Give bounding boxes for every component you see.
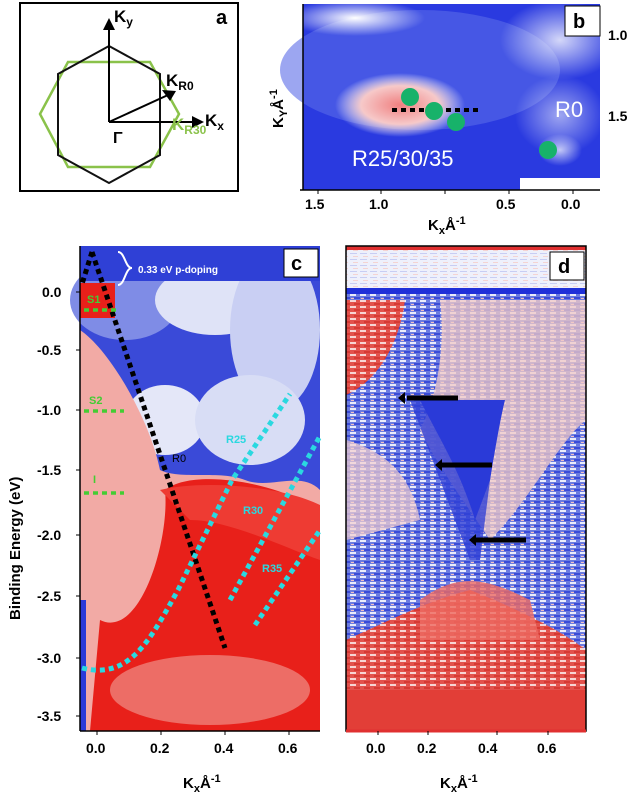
r35-label: R35 (262, 563, 282, 575)
x-tick-label: 0.0 (366, 740, 386, 756)
kx-arrowhead (192, 116, 204, 128)
y-tick-label: -3.5 (37, 708, 61, 724)
x-tick-label: 1.0 (369, 196, 389, 212)
r25-dispersion-line (81, 392, 293, 673)
panel-b-x-ticks: 1.5 1.0 0.5 0.0 (305, 190, 581, 212)
s1-label: S1 (87, 294, 100, 306)
x-tick-label: 0.6 (278, 740, 298, 756)
r0-region-label: R0 (555, 97, 583, 122)
x-tick-label: 0.2 (150, 740, 170, 756)
y-tick-label: -0.5 (37, 342, 61, 358)
green-dot (539, 141, 557, 159)
y-tick-label: -1.5 (37, 462, 61, 478)
panel-b-letter: b (573, 11, 585, 33)
panel-d: d 0.0 0.2 0.4 0.6 KxÅ-1 (345, 245, 587, 795)
panel-a-letter: a (216, 7, 228, 29)
y-tick-label: -3.0 (37, 650, 61, 666)
panel-b-y-ticks: 1.0 1.5 (608, 27, 628, 124)
panel-c: 0.33 eV p-doping S1 S2 I R0 R25 R30 R35 … (7, 246, 323, 795)
r0-hexagon (57, 44, 161, 185)
panel-c-x-ticks: 0.0 0.2 0.4 0.6 (86, 731, 298, 756)
y-tick-label: 1.0 (608, 27, 628, 43)
i-label: I (93, 474, 96, 486)
r30-dispersion-line (227, 434, 323, 602)
y-tick-label: 1.5 (608, 108, 628, 124)
r25-label: R25 (226, 434, 246, 446)
y-tick-label: -2.5 (37, 588, 61, 604)
panel-a: Ky Kx KR0 KR30 Γ a (19, 2, 239, 192)
doping-bracket (117, 251, 133, 286)
kr30-arrowhead (162, 90, 176, 101)
r0-dispersion-line (89, 251, 228, 649)
s2-label: S2 (89, 395, 102, 407)
y-tick-label: -2.0 (37, 527, 61, 543)
kx-label: Kx (205, 111, 224, 133)
y-tick-label: -1.0 (37, 402, 61, 418)
green-dot (401, 88, 419, 106)
panel-b-y-axis-label: KYÅ-1 (268, 89, 290, 128)
panel-b-x-axis-label: KxÅ-1 (428, 215, 466, 237)
x-tick-label: 1.5 (305, 196, 325, 212)
r30-hexagon (38, 60, 181, 169)
kr0-label: KR0 (166, 71, 194, 93)
green-dot (425, 102, 443, 120)
x-tick-label: 0.4 (214, 740, 234, 756)
doping-label: 0.33 eV p-doping (138, 265, 218, 276)
r0-label: R0 (172, 453, 186, 465)
r25-30-35-region-label: R25/30/35 (352, 146, 454, 171)
gamma-label: Γ (113, 130, 123, 147)
ky-label: Ky (114, 7, 133, 29)
kr30-arrow (108, 94, 169, 123)
x-tick-label: 0.6 (537, 740, 557, 756)
panel-c-x-axis-label: KxÅ-1 (183, 773, 221, 795)
x-tick-label: 0.4 (478, 740, 498, 756)
panel-d-x-ticks: 0.0 0.2 0.4 0.6 (366, 731, 557, 756)
x-tick-label: 0.0 (561, 196, 581, 212)
panel-c-y-ticks: 0.0 -0.5 -1.0 -1.5 -2.0 -2.5 -3.0 -3.5 (37, 284, 80, 724)
r35-dispersion-line (252, 528, 323, 627)
kr30-label: KR30 (172, 115, 207, 137)
panel-c-y-axis-label: Binding Energy (eV) (7, 477, 24, 620)
x-tick-label: 0.0 (86, 740, 106, 756)
x-tick-label: 0.2 (417, 740, 437, 756)
panel-b: R0 R25/30/35 b 1.5 1.0 0.5 0.0 1.0 1.5 K… (268, 0, 628, 237)
panel-a-frame (19, 2, 239, 192)
x-tick-label: 0.5 (496, 196, 516, 212)
r0-dispersion-line (79, 251, 95, 285)
panel-d-letter: d (558, 256, 570, 278)
green-dot (447, 113, 465, 131)
panel-c-letter: c (291, 253, 302, 275)
ky-arrowhead (103, 18, 115, 30)
panel-d-x-axis-label: KxÅ-1 (440, 773, 478, 795)
r30-label: R30 (243, 505, 263, 517)
y-tick-label: 0.0 (42, 284, 62, 300)
